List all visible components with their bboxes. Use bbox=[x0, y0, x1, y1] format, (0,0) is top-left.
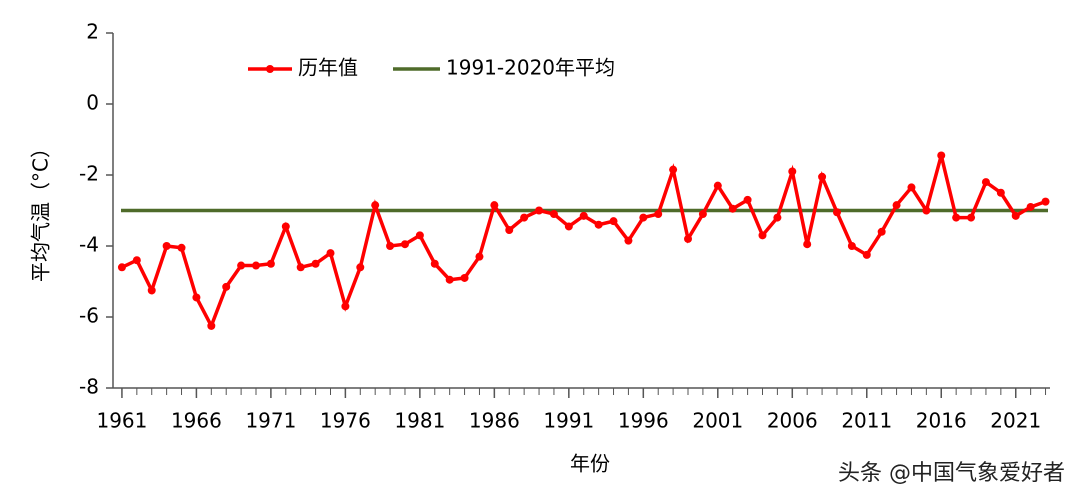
data-point bbox=[728, 204, 737, 213]
data-point bbox=[1041, 197, 1050, 206]
data-point bbox=[773, 213, 782, 222]
data-point bbox=[907, 183, 916, 192]
x-tick-label: 1976 bbox=[320, 409, 371, 433]
x-tick-label: 2016 bbox=[916, 409, 967, 433]
data-point bbox=[758, 231, 767, 240]
data-point bbox=[996, 188, 1005, 197]
y-tick-label: -6 bbox=[79, 304, 99, 328]
data-point bbox=[266, 259, 275, 268]
data-point bbox=[1026, 202, 1035, 211]
data-point bbox=[445, 275, 454, 284]
x-tick-label: 1966 bbox=[171, 409, 222, 433]
legend-marker bbox=[266, 65, 274, 73]
data-point bbox=[713, 181, 722, 190]
data-point bbox=[296, 263, 305, 272]
data-point bbox=[505, 226, 514, 235]
data-point bbox=[341, 302, 350, 311]
y-axis-label: 平均气温（°C） bbox=[29, 138, 53, 282]
data-point bbox=[847, 242, 856, 250]
data-point bbox=[952, 213, 961, 222]
data-point bbox=[252, 261, 261, 270]
y-tick-label: 2 bbox=[86, 20, 99, 44]
data-point bbox=[892, 201, 901, 210]
data-point bbox=[832, 208, 841, 217]
data-point bbox=[430, 259, 439, 268]
data-point bbox=[371, 201, 380, 210]
watermark: 头条 @中国气象爱好者 bbox=[838, 461, 1065, 486]
data-point bbox=[981, 178, 990, 187]
data-point bbox=[490, 201, 499, 210]
data-point bbox=[743, 195, 752, 204]
data-point bbox=[237, 261, 246, 270]
x-tick-label: 2001 bbox=[692, 409, 743, 433]
x-tick-label: 1986 bbox=[469, 409, 520, 433]
x-tick-label: 1971 bbox=[245, 409, 296, 433]
data-point bbox=[326, 249, 335, 258]
data-point bbox=[788, 167, 797, 176]
data-point bbox=[877, 227, 886, 236]
legend-label: 历年值 bbox=[298, 56, 358, 80]
x-tick-label: 1961 bbox=[96, 409, 147, 433]
data-point bbox=[162, 242, 171, 250]
data-point bbox=[460, 273, 469, 282]
x-tick-label: 1991 bbox=[543, 409, 594, 433]
data-point bbox=[922, 206, 931, 215]
data-point bbox=[415, 231, 424, 240]
data-point bbox=[564, 222, 573, 231]
data-point bbox=[639, 213, 648, 222]
y-tick-label: -8 bbox=[79, 375, 99, 399]
data-point bbox=[967, 213, 976, 222]
data-point bbox=[803, 240, 812, 249]
data-point bbox=[475, 252, 484, 261]
data-point bbox=[207, 321, 216, 330]
data-line bbox=[121, 155, 1047, 331]
data-point bbox=[609, 217, 618, 226]
data-point bbox=[579, 211, 588, 220]
y-tick-label: -4 bbox=[79, 233, 99, 257]
data-point bbox=[1011, 211, 1020, 220]
data-point bbox=[862, 250, 871, 259]
data-point bbox=[222, 282, 231, 291]
data-point bbox=[177, 243, 186, 252]
data-point bbox=[356, 263, 365, 272]
x-tick-label: 2006 bbox=[767, 409, 818, 433]
data-point bbox=[520, 213, 529, 222]
x-tick-label: 2021 bbox=[990, 409, 1041, 433]
data-point bbox=[937, 151, 946, 160]
data-point bbox=[698, 210, 707, 219]
y-tick-label: -2 bbox=[79, 162, 99, 186]
x-axis-label: 年份 bbox=[570, 452, 610, 476]
data-point bbox=[132, 256, 141, 265]
legend-label: 1991-2020年平均 bbox=[446, 56, 615, 80]
data-point bbox=[400, 240, 409, 249]
data-point bbox=[386, 242, 395, 250]
data-point bbox=[311, 259, 320, 268]
data-point bbox=[684, 234, 693, 243]
y-tick-label: 0 bbox=[86, 91, 99, 115]
data-point bbox=[281, 222, 290, 231]
data-point bbox=[654, 210, 663, 219]
data-point bbox=[147, 286, 156, 295]
data-point bbox=[624, 236, 633, 245]
x-tick-label: 1996 bbox=[618, 409, 669, 433]
data-point bbox=[535, 206, 544, 215]
x-tick-label: 2011 bbox=[841, 409, 892, 433]
data-point bbox=[669, 165, 678, 174]
data-point bbox=[594, 220, 603, 229]
data-point bbox=[549, 210, 558, 219]
data-point bbox=[117, 263, 126, 272]
x-tick-label: 1981 bbox=[394, 409, 445, 433]
data-point bbox=[818, 172, 827, 181]
data-point bbox=[192, 293, 201, 302]
